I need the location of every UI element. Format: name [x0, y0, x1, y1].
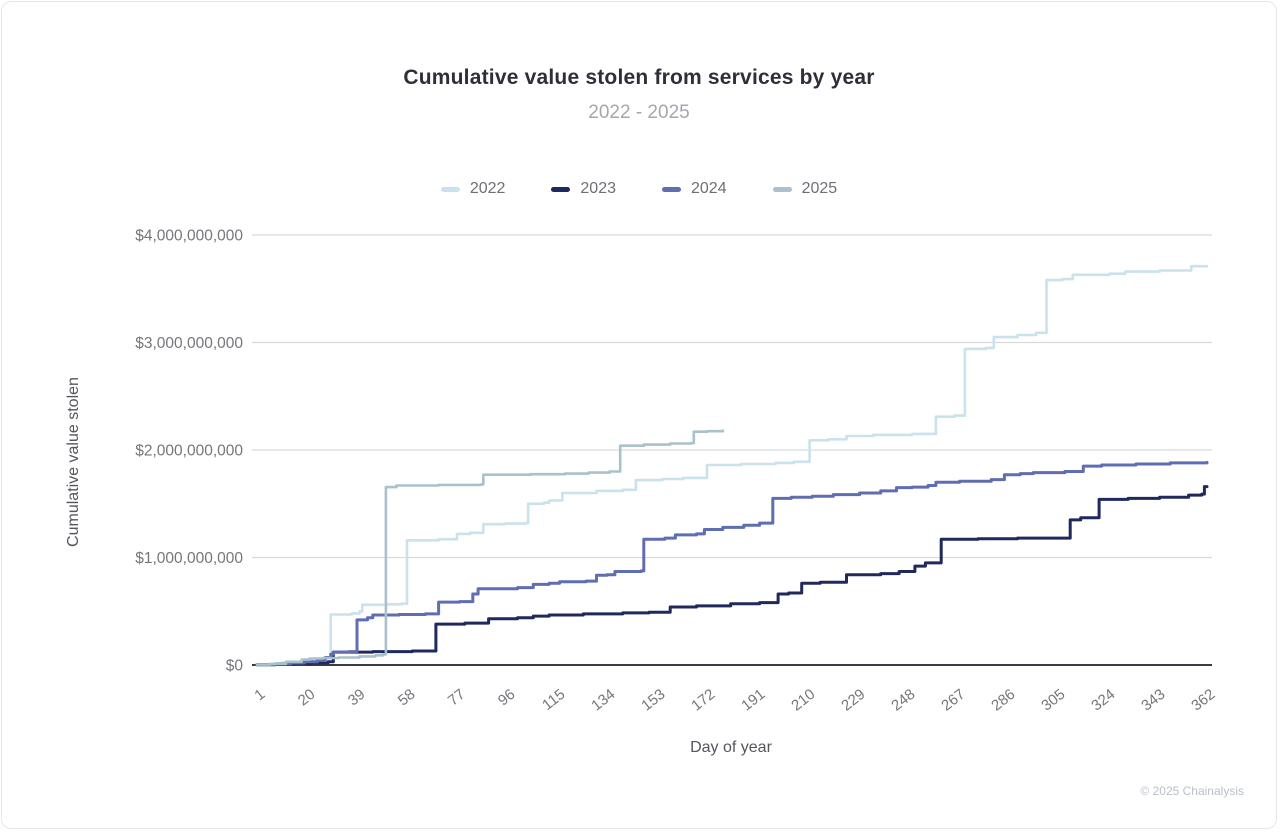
- x-tick-label: 172: [688, 686, 718, 715]
- legend-label: 2024: [691, 180, 727, 197]
- y-tick-label: $4,000,000,000: [135, 228, 243, 245]
- legend-swatch-icon: [551, 186, 571, 192]
- legend-item-2022[interactable]: 2022: [440, 180, 506, 198]
- y-tick-label: $1,000,000,000: [135, 550, 243, 567]
- series-line-2024: [255, 460, 1209, 666]
- x-axis-title: Day of year: [690, 739, 772, 756]
- x-tick-label: 20: [295, 686, 319, 710]
- legend: 2022 2023 2024 2025: [2, 180, 1276, 198]
- x-tick-label: 343: [1138, 686, 1168, 715]
- legend-item-2024[interactable]: 2024: [662, 180, 727, 198]
- x-tick-label: 77: [445, 686, 469, 710]
- series-line-2023: [255, 485, 1209, 667]
- x-tick-label: 324: [1088, 686, 1118, 715]
- y-axis-title: Cumulative value stolen: [65, 377, 82, 547]
- x-tick-label: 248: [888, 686, 918, 715]
- x-tick-label: 134: [588, 686, 618, 715]
- series-line-2022: [255, 264, 1209, 666]
- x-tick-label: 1: [251, 686, 268, 705]
- legend-swatch-icon: [662, 186, 681, 192]
- x-tick-label: 96: [495, 686, 519, 710]
- x-tick-label: 153: [638, 686, 668, 715]
- copyright-text: © 2025 Chainalysis: [1140, 784, 1244, 798]
- chart-subtitle: 2022 - 2025: [588, 102, 690, 123]
- x-tick-label: 267: [938, 686, 968, 715]
- y-tick-label: $0: [226, 658, 244, 675]
- x-tick-label: 58: [395, 686, 419, 710]
- legend-label: 2023: [580, 180, 616, 197]
- legend-label: 2025: [801, 180, 838, 197]
- legend-swatch-icon: [772, 186, 792, 192]
- legend-swatch-icon: [440, 186, 460, 192]
- y-tick-label: $3,000,000,000: [135, 335, 243, 352]
- x-tick-label: 191: [738, 686, 768, 715]
- series-line-2025: [255, 429, 725, 666]
- x-tick-label: 115: [539, 686, 568, 714]
- x-tick-label: 305: [1038, 686, 1068, 715]
- legend-label: 2022: [469, 180, 506, 197]
- x-tick-label: 362: [1188, 686, 1218, 715]
- x-tick-label: 229: [838, 686, 868, 715]
- x-tick-label: 286: [988, 686, 1018, 715]
- legend-item-2025[interactable]: 2025: [772, 180, 838, 198]
- x-tick-label: 39: [345, 686, 369, 710]
- x-tick-label: 210: [788, 686, 818, 715]
- y-tick-label: $2,000,000,000: [135, 443, 243, 460]
- legend-item-2023[interactable]: 2023: [551, 180, 616, 198]
- chart-title: Cumulative value stolen from services by…: [403, 66, 875, 89]
